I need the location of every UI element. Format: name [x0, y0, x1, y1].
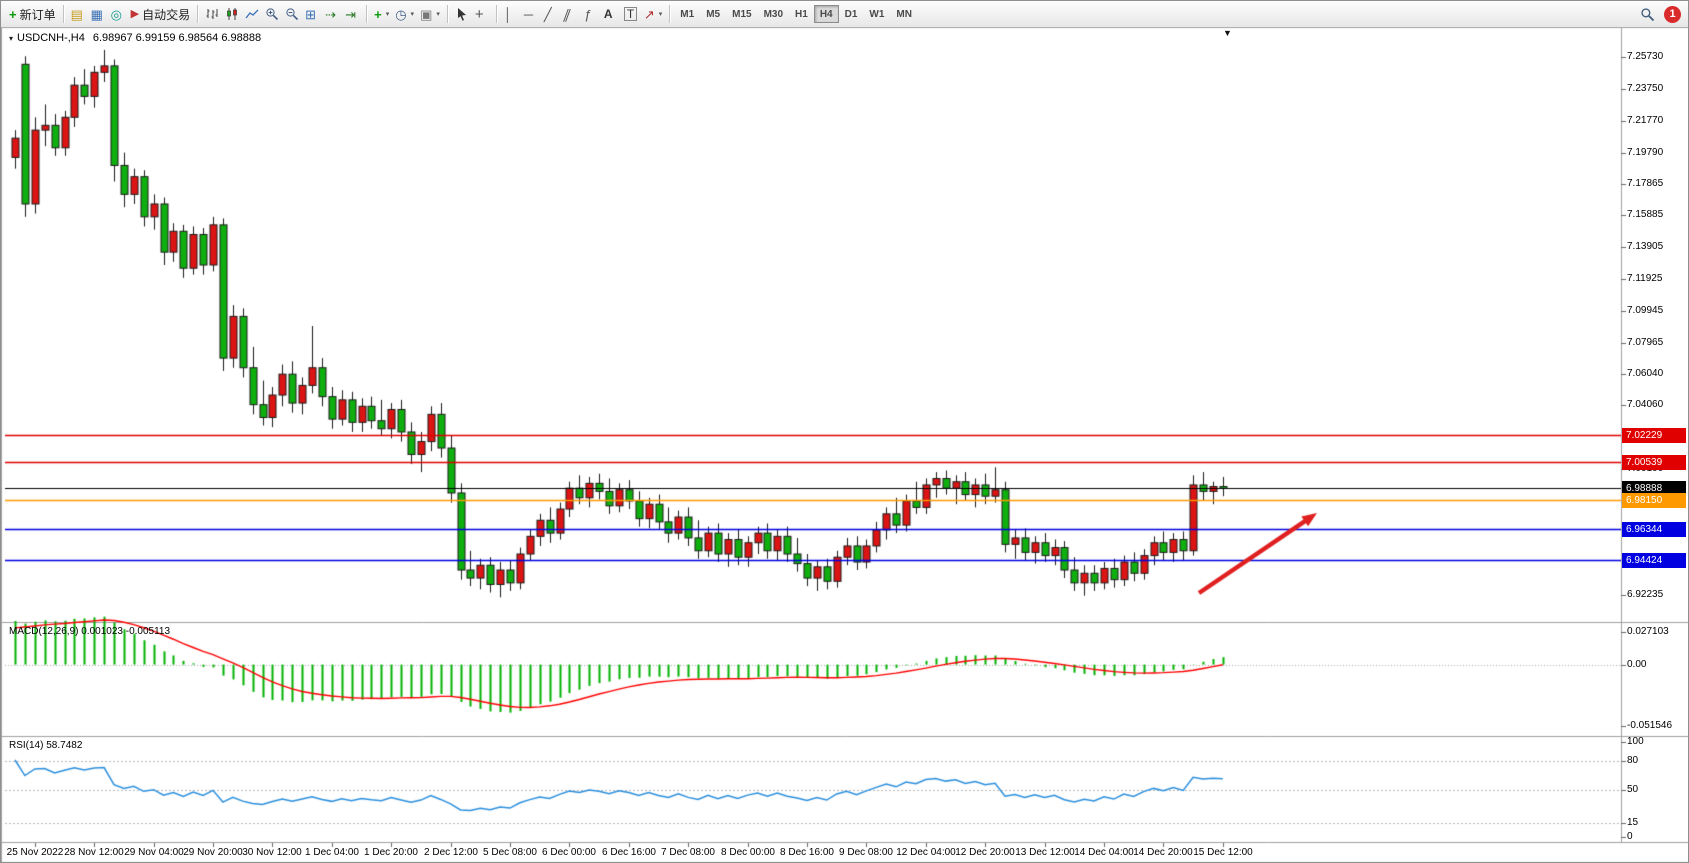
profiles-button[interactable]: ▤ — [68, 4, 88, 24]
timeframe-w1[interactable]: W1 — [863, 5, 890, 23]
periods-button[interactable]: ◷ ▾ — [392, 4, 417, 24]
tile-windows-button[interactable]: ⊞ — [302, 4, 322, 24]
trendline-tool-button[interactable]: ╱ — [541, 4, 561, 24]
text-tool-icon: A — [603, 7, 613, 21]
horizontal-line-tool-button[interactable]: ─ — [521, 4, 541, 24]
navigator-icon: ◎ — [110, 6, 122, 22]
rsi-value: 58.7482 — [46, 740, 83, 751]
channel-icon: ∥ — [561, 6, 574, 22]
vertical-line-tool-button[interactable]: │ — [501, 4, 521, 24]
auto-trading-label: 自动交易 — [142, 7, 191, 22]
chevron-down-icon: ▾ — [410, 11, 415, 18]
fibonacci-icon: ƒ — [583, 6, 592, 22]
timeframe-m15[interactable]: M15 — [726, 5, 757, 23]
templates-button[interactable]: ▣ ▾ — [417, 4, 443, 24]
chevron-down-icon: ▾ — [385, 11, 390, 18]
timeframe-h4[interactable]: H4 — [813, 5, 839, 23]
arrows-icon: ↗ — [643, 6, 655, 22]
chevron-down-icon: ▾ — [658, 11, 663, 18]
toolbar: + 新订单 ▤ ▦ ◎ ▶ 自动交易 — [1, 1, 1688, 28]
timeframe-m30[interactable]: M30 — [758, 5, 789, 23]
navigator-button[interactable]: ◎ — [108, 4, 128, 24]
toolbar-separator — [197, 5, 199, 23]
timeframe-d1[interactable]: D1 — [839, 5, 864, 23]
chart-shift-icon: ⇥ — [345, 6, 356, 22]
one-click-trading-icon[interactable]: ▾ — [9, 34, 14, 43]
search-button[interactable] — [1637, 4, 1658, 24]
tile-windows-icon: ⊞ — [305, 6, 316, 22]
auto-scroll-icon: ⇢ — [325, 6, 336, 22]
rsi-indicator-label: RSI(14) 58.7482 — [9, 740, 82, 751]
arrows-tool-button[interactable]: ↗ ▾ — [641, 4, 665, 24]
timeframe-m1[interactable]: M1 — [674, 5, 700, 23]
toolbar-separator — [669, 5, 671, 23]
crosshair-tool-button[interactable]: + — [472, 4, 492, 24]
rsi-name: RSI(14) — [9, 740, 44, 751]
cursor-icon — [455, 7, 469, 21]
macd-name: MACD(12,26,9) — [9, 626, 79, 637]
toolbar-separator — [446, 5, 448, 23]
toolbar-separator — [495, 5, 497, 23]
bar-chart-icon — [205, 7, 219, 21]
line-chart-icon — [245, 7, 259, 21]
vertical-line-icon: │ — [503, 6, 512, 22]
indicators-button[interactable]: + ▾ — [371, 4, 392, 24]
auto-trading-button[interactable]: ▶ 自动交易 — [128, 4, 193, 24]
label-tool-icon: T — [623, 7, 638, 21]
label-tool-button[interactable]: T — [621, 4, 641, 24]
market-watch-button[interactable]: ▦ — [88, 4, 108, 24]
timeframe-m5[interactable]: M5 — [700, 5, 726, 23]
channel-tool-button[interactable]: ∥ — [561, 4, 581, 24]
notification-badge[interactable]: 1 — [1664, 5, 1681, 23]
fibonacci-tool-button[interactable]: ƒ — [581, 4, 601, 24]
candlestick-type-button[interactable] — [222, 4, 242, 24]
search-icon — [1640, 7, 1655, 22]
toolbar-separator — [62, 5, 64, 23]
timeframe-mn[interactable]: MN — [890, 5, 918, 23]
market-watch-icon: ▦ — [90, 6, 103, 22]
crosshair-icon: + — [474, 5, 484, 23]
macd-indicator-label: MACD(12,26,9) 0.001023 -0.005113 — [9, 626, 170, 637]
chart-shift-button[interactable]: ⇥ — [342, 4, 362, 24]
new-order-icon: + — [9, 6, 17, 22]
auto-trading-icon: ▶ — [130, 7, 140, 20]
bar-chart-type-button[interactable] — [202, 4, 222, 24]
auto-scroll-button[interactable]: ⇢ — [322, 4, 342, 24]
chart-symbol-period: USDCNH-,H4 — [17, 32, 85, 44]
toolbar-separator — [366, 5, 368, 23]
chart-title: ▾ USDCNH-,H4 6.98967 6.99159 6.98564 6.988… — [9, 32, 261, 44]
cursor-tool-button[interactable] — [452, 4, 472, 24]
text-tool-button[interactable]: A — [601, 4, 621, 24]
zoom-in-button[interactable] — [262, 4, 282, 24]
timeframe-h1[interactable]: H1 — [789, 5, 814, 23]
zoom-out-button[interactable] — [282, 4, 302, 24]
candlestick-icon — [225, 7, 239, 21]
indicators-icon: + — [374, 6, 382, 22]
macd-signal-value: -0.005113 — [125, 626, 171, 637]
trendline-icon: ╱ — [543, 6, 552, 22]
macd-main-value: 0.001023 — [81, 626, 123, 637]
horizontal-line-icon: ─ — [523, 6, 534, 22]
chart-shift-marker-icon[interactable]: ▼ — [1223, 28, 1232, 38]
chart-ohlc-values: 6.98967 6.99159 6.98564 6.98888 — [92, 32, 262, 44]
chevron-down-icon: ▾ — [436, 11, 440, 18]
template-icon: ▣ — [420, 6, 433, 22]
clock-icon: ◷ — [395, 6, 407, 22]
new-order-button[interactable]: + 新订单 — [6, 4, 59, 24]
zoom-out-icon — [285, 7, 299, 21]
new-order-label: 新订单 — [19, 7, 56, 22]
line-chart-type-button[interactable] — [242, 4, 262, 24]
zoom-in-icon — [265, 7, 279, 21]
profiles-icon: ▤ — [70, 6, 83, 22]
